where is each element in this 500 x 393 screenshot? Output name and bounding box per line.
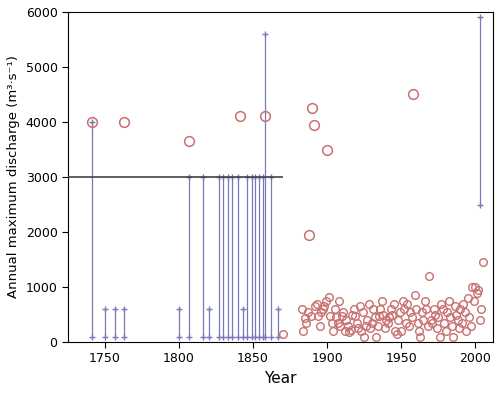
Y-axis label: Annual maximum discharge (m³·s⁻¹): Annual maximum discharge (m³·s⁻¹) <box>7 55 20 298</box>
X-axis label: Year: Year <box>264 371 296 386</box>
